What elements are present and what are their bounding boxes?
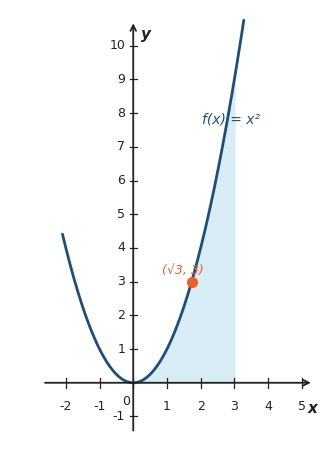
Text: 3: 3 — [117, 275, 125, 288]
Text: -1: -1 — [113, 410, 125, 423]
Text: -2: -2 — [60, 400, 72, 413]
Text: 4: 4 — [264, 400, 272, 413]
Text: -1: -1 — [93, 400, 106, 413]
Text: 3: 3 — [230, 400, 238, 413]
Text: (√3, 3): (√3, 3) — [162, 264, 204, 276]
Text: 8: 8 — [117, 107, 125, 120]
Text: y: y — [141, 27, 151, 42]
Text: 5: 5 — [117, 208, 125, 221]
Text: 4: 4 — [117, 242, 125, 254]
Text: x: x — [308, 401, 318, 416]
Text: 10: 10 — [109, 39, 125, 52]
Text: 1: 1 — [163, 400, 171, 413]
Text: 5: 5 — [298, 400, 306, 413]
Text: 9: 9 — [117, 73, 125, 86]
Text: 0: 0 — [123, 395, 131, 408]
Text: 7: 7 — [117, 140, 125, 154]
Text: 1: 1 — [117, 342, 125, 356]
Text: f(x) = x²: f(x) = x² — [202, 113, 260, 127]
Text: 2: 2 — [117, 309, 125, 322]
Text: 6: 6 — [117, 174, 125, 187]
Text: 2: 2 — [197, 400, 205, 413]
